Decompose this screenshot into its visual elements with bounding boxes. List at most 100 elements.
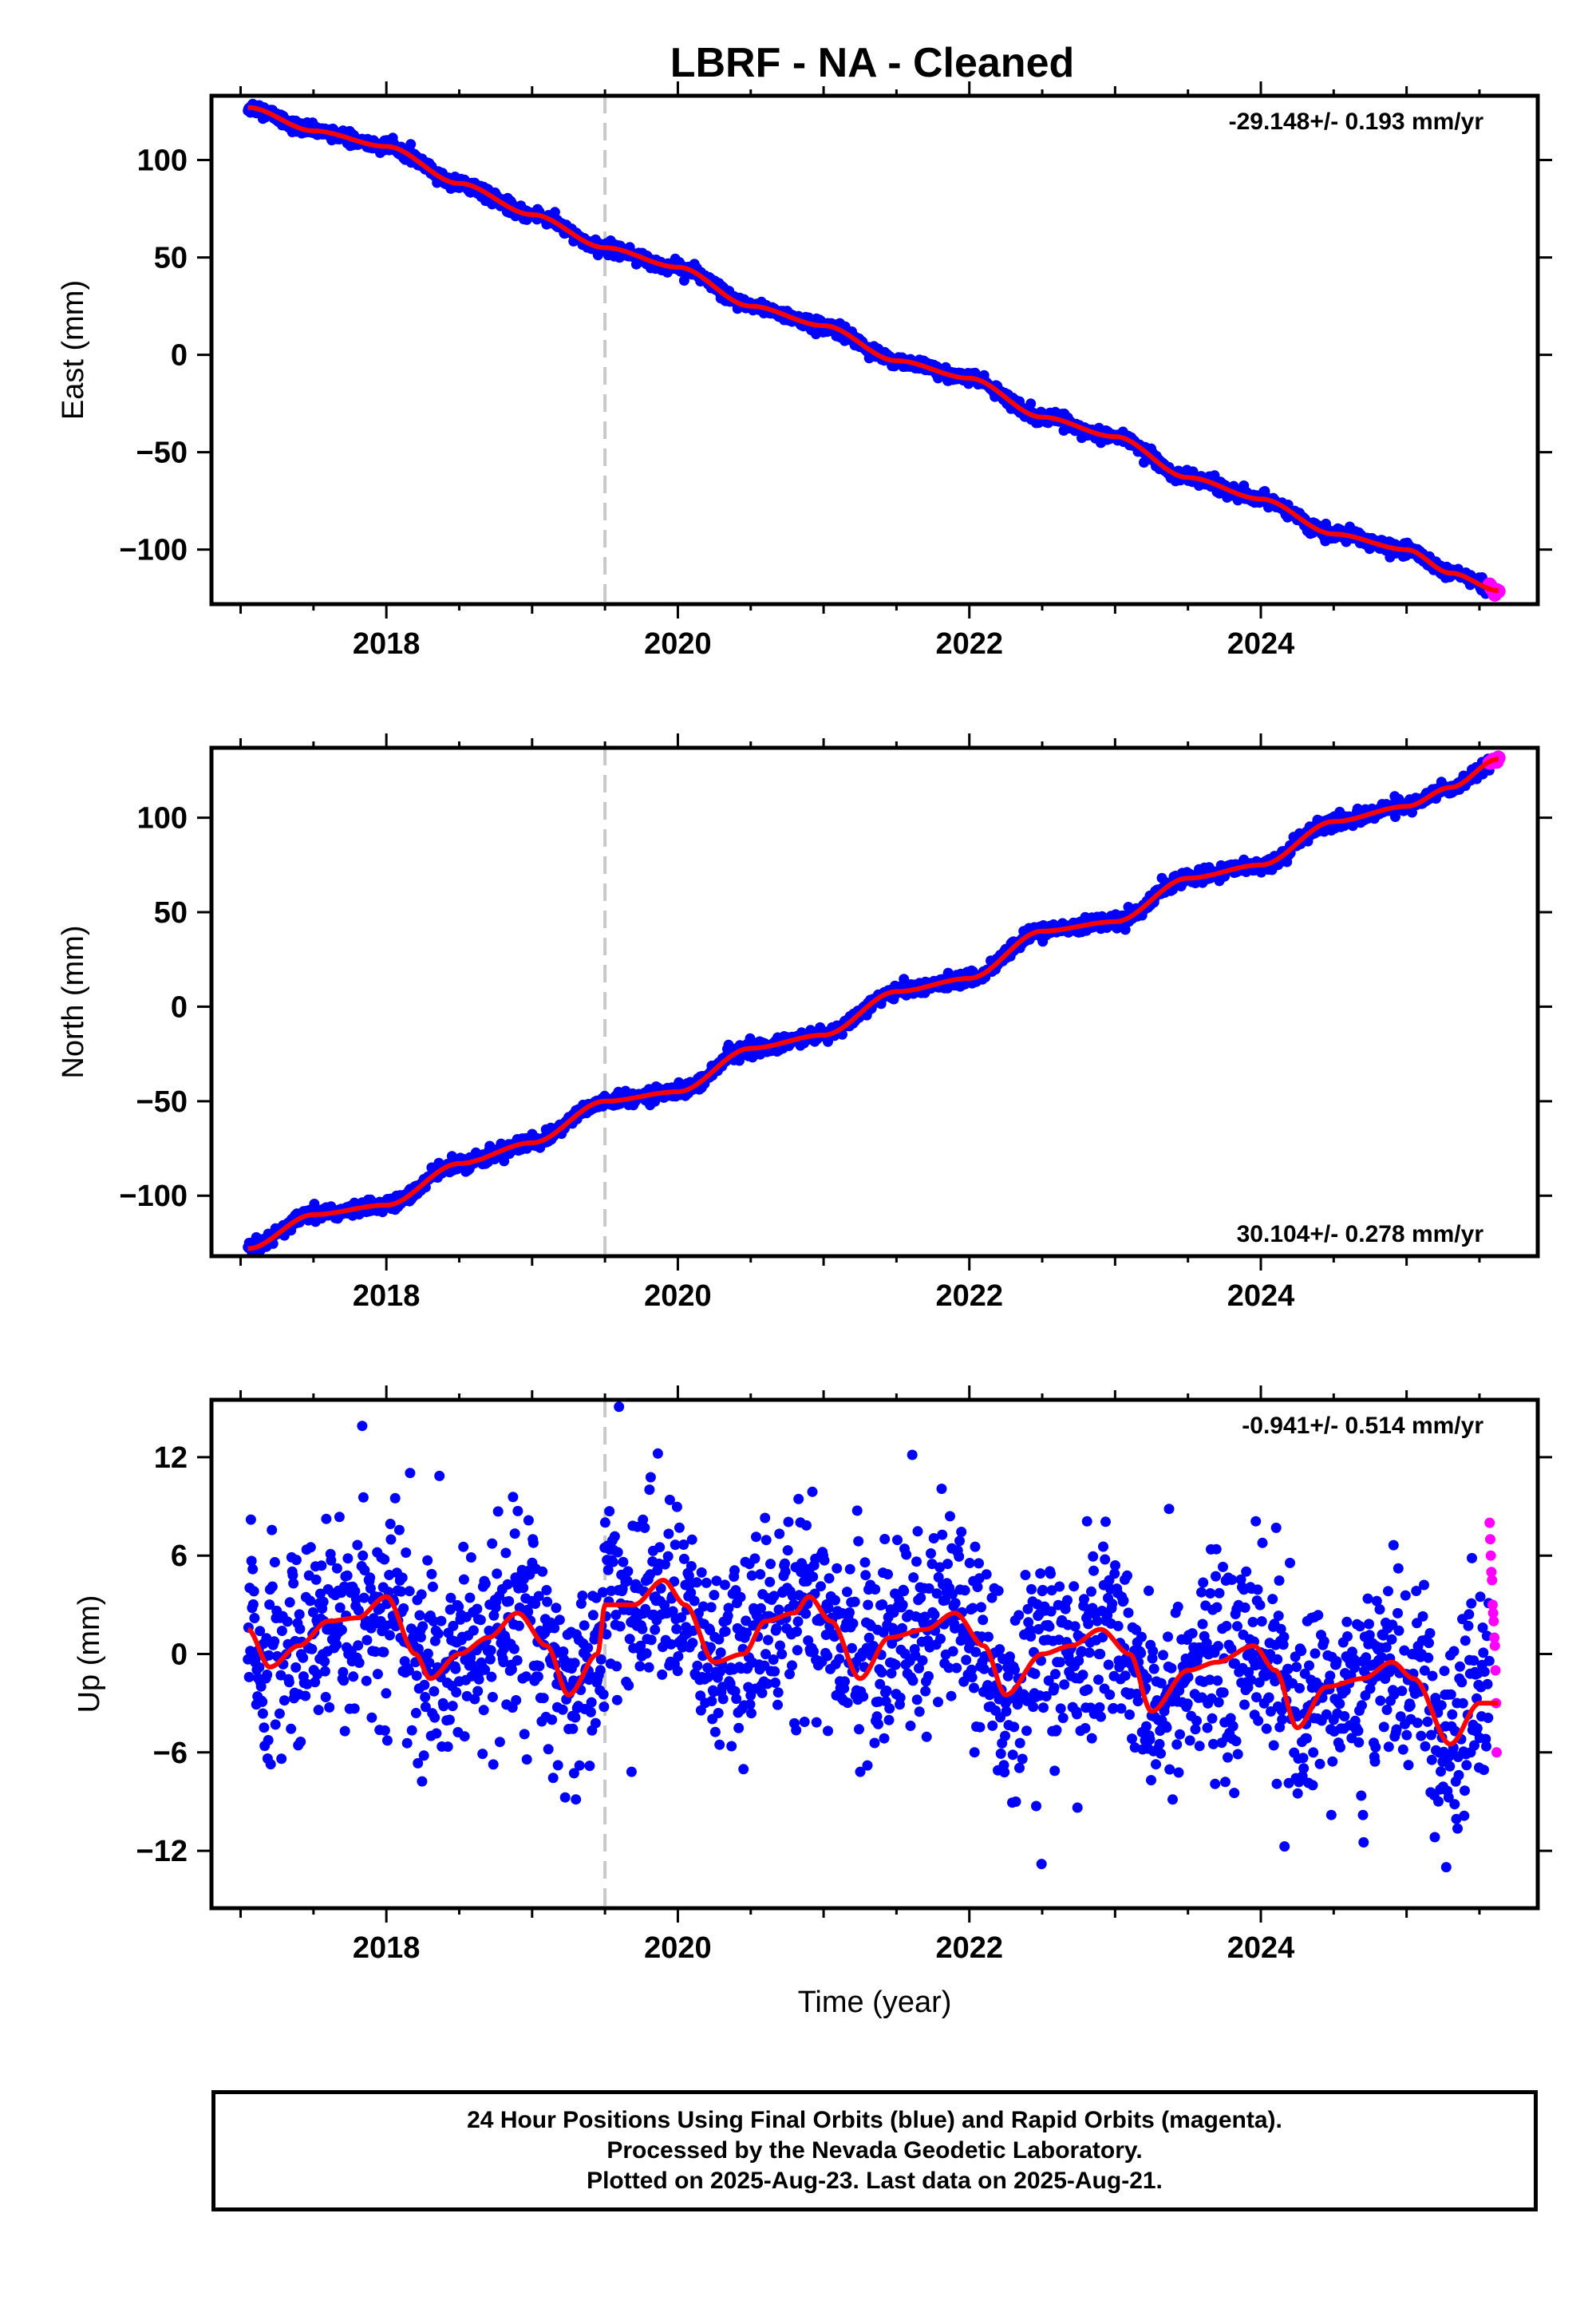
data-point [749,1553,760,1564]
data-point [286,1723,297,1734]
data-point [486,1671,497,1682]
data-point [305,1542,316,1553]
data-point [799,1717,810,1727]
data-point [450,1663,461,1674]
data-point [599,1517,610,1528]
data-point [542,1596,553,1607]
data-point [473,1674,484,1685]
y-tick-label: −50 [136,437,188,470]
data-point [655,1583,666,1594]
data-point [579,1620,590,1631]
data-point [523,1607,534,1618]
data-point [413,1757,424,1769]
data-point [849,1596,860,1607]
data-point [314,1588,326,1599]
data-point [663,1528,674,1539]
data-point [513,1620,524,1631]
data-point [622,1575,633,1587]
data-point [512,1505,523,1516]
data-point [393,1524,405,1535]
data-point [414,1610,425,1621]
data-point [365,1572,376,1583]
data-point [568,1768,579,1779]
data-point [494,1737,505,1748]
data-point [247,1599,259,1610]
data-point [537,1566,548,1577]
data-point [567,1723,579,1734]
data-point [735,1591,746,1603]
data-point [478,1705,489,1716]
data-point [300,1690,311,1701]
data-point [403,1665,414,1676]
data-point [626,1766,637,1777]
data-point [480,1578,491,1589]
data-point [713,1634,725,1645]
data-point [547,1773,559,1784]
data-point [823,1725,833,1737]
data-area-north [243,748,1506,1256]
data-point [465,1552,476,1563]
data-point [342,1570,353,1581]
data-point [410,1708,421,1718]
data-point [756,1603,766,1614]
data-point [819,1555,830,1566]
data-point [405,1468,416,1479]
data-point [372,1669,383,1680]
data-point [793,1493,804,1504]
data-point [729,1565,740,1576]
data-point [521,1754,532,1765]
data-point [720,1626,731,1637]
data-point [401,1737,413,1749]
data-point [431,1728,442,1739]
data-point [685,1561,697,1571]
data-point [587,1610,598,1621]
data-point [532,1671,543,1682]
data-point [854,1724,864,1735]
data-point [722,1611,733,1622]
y-tick-label: 100 [137,802,188,836]
data-point [334,1512,345,1523]
data-point [787,1660,797,1671]
data-point [352,1539,363,1551]
data-point [310,1677,321,1688]
rate-label: -29.148+/- 0.193 mm/yr [1229,109,1484,135]
data-point [717,1694,729,1705]
data-point [847,1618,859,1629]
data-point [764,1576,776,1587]
data-point [477,1749,488,1760]
data-point [453,1601,464,1612]
data-point [338,1666,349,1678]
data-point [645,1472,656,1483]
data-point [696,1567,707,1578]
data-point [762,1678,773,1690]
data-point [701,1577,712,1588]
data-point [559,1792,571,1803]
data-point [302,1678,313,1690]
data-point [378,1646,389,1658]
data-point [442,1741,453,1753]
data-point [419,1679,430,1690]
data-point [612,1547,623,1558]
data-point [746,1708,757,1719]
data-point [353,1605,364,1616]
data-point [859,1557,871,1568]
data-point [575,1598,587,1609]
data-point [420,1701,431,1713]
data-point [757,1687,768,1698]
data-point [595,1665,606,1676]
data-point [784,1669,795,1680]
data-point [738,1764,749,1775]
data-point [310,1574,322,1585]
data-point [426,1568,437,1579]
data-point [500,1547,512,1559]
data-point [899,974,910,985]
data-point [428,1615,439,1626]
y-tick-label: 50 [154,896,188,930]
data-point [485,1645,496,1656]
data-point [552,1760,563,1771]
data-point [842,1697,853,1709]
data-point [264,1599,275,1611]
data-point [413,1643,424,1654]
